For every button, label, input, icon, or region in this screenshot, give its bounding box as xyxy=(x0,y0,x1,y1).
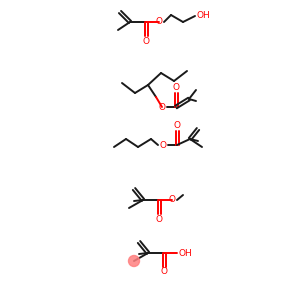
Text: OH: OH xyxy=(178,248,192,257)
Text: O: O xyxy=(142,37,149,46)
Text: O: O xyxy=(173,122,181,130)
Text: O: O xyxy=(155,17,163,26)
Text: OH: OH xyxy=(196,11,210,20)
Text: O: O xyxy=(158,103,166,112)
Text: O: O xyxy=(172,83,179,92)
Text: O: O xyxy=(160,140,167,149)
Text: O: O xyxy=(169,196,176,205)
Text: O: O xyxy=(160,268,167,277)
Text: O: O xyxy=(155,214,163,224)
Circle shape xyxy=(128,256,140,266)
